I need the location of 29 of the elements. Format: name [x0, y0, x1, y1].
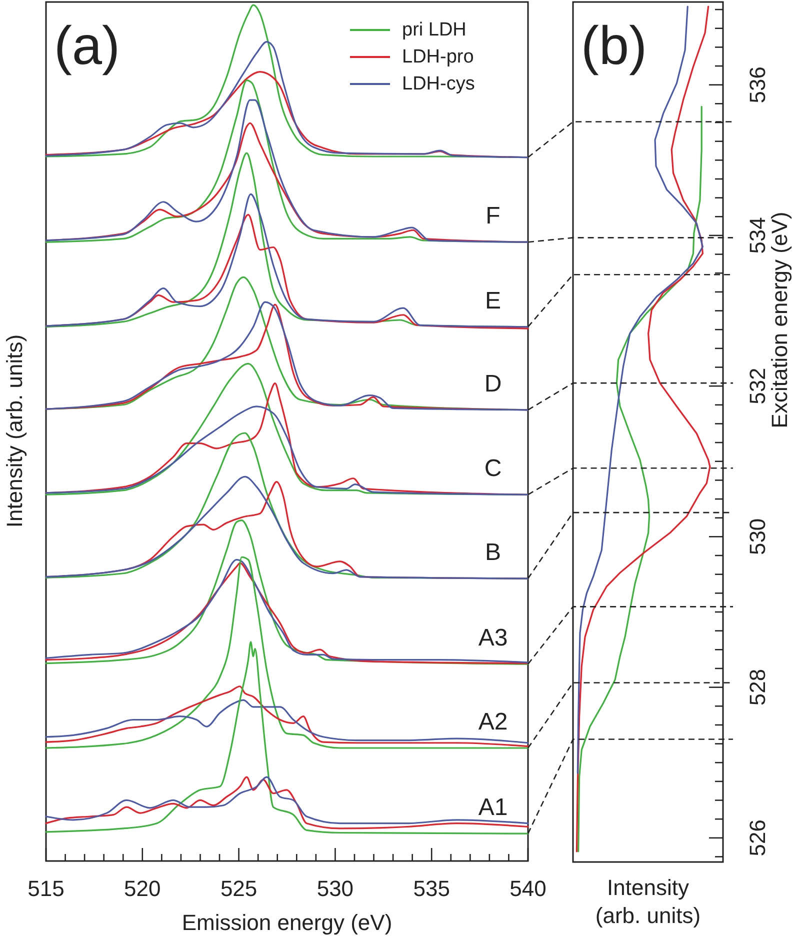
y-tick-label: 536	[745, 66, 770, 104]
y-tick-label: 534	[745, 217, 770, 254]
annotation: A3	[478, 624, 508, 652]
y-axis-title: Intensity (arb. units)	[2, 334, 27, 528]
y-tick-label: 530	[745, 518, 770, 556]
x-axis-title: Intensity (arb. units)	[595, 875, 701, 928]
legend-label: LDH-pro	[402, 46, 474, 68]
annotation: A2	[478, 708, 508, 736]
x-tick-label: 540	[510, 876, 546, 901]
annotation: E	[484, 287, 502, 314]
y-tick-label: 532	[745, 368, 770, 404]
legend-label: LDH-cys	[402, 74, 475, 94]
chart-title: (a)	[54, 16, 120, 76]
x-tick-label: 525	[220, 876, 258, 901]
y-axis-title: Excitation energy (eV)	[767, 212, 792, 428]
annotation: F	[486, 202, 500, 230]
annotation: B	[484, 539, 502, 566]
x-tick-label: 515	[28, 876, 64, 901]
annotation: C	[484, 455, 502, 482]
chart-title: (b)	[581, 16, 647, 76]
annotation: A1	[478, 794, 508, 822]
annotation: D	[484, 370, 502, 398]
legend-label: pri LDH	[402, 20, 466, 40]
x-tick-label: 530	[316, 876, 354, 901]
y-tick-label: 528	[745, 668, 770, 706]
x-axis-title: Emission energy (eV)	[182, 910, 392, 935]
x-tick-label: 535	[413, 876, 450, 901]
y-tick-label: 526	[745, 820, 770, 856]
x-tick-label: 520	[124, 876, 161, 901]
